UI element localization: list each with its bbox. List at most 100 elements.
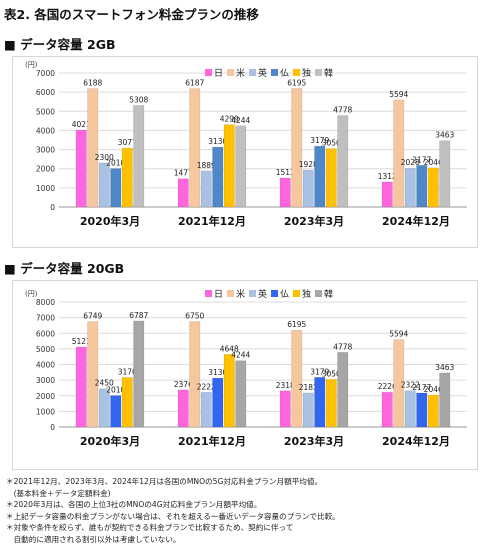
data-label: 5308 [129,95,148,104]
legend-swatch [271,290,278,297]
bar [87,88,99,208]
legend-swatch [227,290,234,297]
bar [302,169,314,208]
bar [75,346,87,428]
data-label: 2010 [106,386,125,395]
bar [427,167,439,208]
chart-2gb: (円) 0 1000 2000 3000 4000 5000 6000 7000 日 米 英 仏 独 韓 40… [12,56,478,248]
y-axis-unit-label: (円) [25,290,38,298]
bar [404,390,416,428]
data-label: 1477 [174,169,193,178]
footnotes: ＊2021年12月、2023年3月、2024年12月は各国のMNOの5G対応料金… [6,476,486,545]
data-label: 6187 [185,79,204,88]
data-label: 4244 [231,351,250,360]
data-label: 2376 [174,380,193,389]
y-tick-label: 6000 [36,329,55,338]
legend-label: 日 [214,289,223,300]
data-label: 3463 [435,363,454,372]
y-tick-label: 1000 [36,407,55,416]
legend-swatch [293,290,300,297]
data-label: 3170 [118,367,137,376]
y-tick-label: 0 [50,423,55,432]
bar [75,129,87,208]
bar [314,145,326,208]
bar [416,392,428,428]
bar [325,148,337,208]
bar [235,125,247,208]
y-tick-label: 1000 [36,184,55,193]
footnote: (基本料金＋データ定額料金) [6,488,111,498]
bar [302,392,314,428]
data-label: 2450 [95,379,114,388]
data-label: 3077 [118,138,137,147]
data-label: 3130 [208,368,227,377]
y-tick-label: 4000 [36,126,55,135]
x-category-label: 2023年3月 [284,214,344,228]
legend-swatch [205,290,212,297]
legend-label: 仏 [280,289,289,300]
legend-swatch [249,69,256,76]
footnote: ＊対象や条件を絞らず、誰もが契約できる料金プランで比較するため、契約に伴って [6,523,294,532]
y-tick-label: 2000 [36,165,55,174]
data-label: 3050 [322,139,341,148]
data-label: 2183 [299,383,318,392]
bar [189,88,201,208]
bar [393,339,405,428]
bar [133,105,145,208]
bar [110,168,122,208]
x-category-label: 2024年12月 [382,214,450,228]
bar [121,147,133,208]
x-category-label: 2021年12月 [178,434,246,448]
chart-2gb-svg: (円) 0 1000 2000 3000 4000 5000 6000 7000 日 米 英 仏 独 韓 40… [25,61,467,228]
y-tick-label: 7000 [36,69,55,78]
data-label: 4778 [333,342,352,351]
bar [325,379,337,428]
data-label: 5594 [389,90,408,99]
bar [235,360,247,428]
data-label: 1312 [378,172,397,181]
data-label: 2318 [276,381,295,390]
bar [177,389,189,428]
data-label: 4299 [220,115,239,124]
bar [439,140,451,208]
footnote: 自動的に適用される割引以外は考慮していない。 [6,534,181,544]
bar [121,377,133,428]
data-label: 6750 [185,312,204,321]
bar [381,391,393,428]
bar [212,146,224,208]
legend-label: 米 [236,288,245,300]
data-label: 1928 [299,160,318,169]
data-label: 2322 [401,381,420,390]
bar [200,170,212,208]
data-label: 2177 [412,155,431,164]
x-category-label: 2023年3月 [284,434,344,448]
data-label: 2177 [412,383,431,392]
y-tick-label: 6000 [36,88,55,97]
bar [98,162,110,208]
bar [133,320,145,428]
legend-swatch [205,69,212,76]
data-label: 3179 [310,367,329,376]
y-tick-label: 8000 [36,298,55,307]
data-label: 5594 [389,330,408,339]
legend-label: 日 [214,68,223,79]
legend-label: 英 [258,288,267,300]
data-label: 3463 [435,131,454,140]
section-title-20gb: ■ データ容量 20GB [4,261,125,276]
bar [416,165,428,208]
data-label: 2222 [197,382,216,391]
bar [393,99,405,208]
legend-swatch [249,290,256,297]
bar [291,88,303,208]
bar [223,124,235,208]
data-label: 3050 [322,369,341,378]
legend-label: 仏 [280,68,289,79]
bar [87,321,99,428]
y-tick-label: 0 [50,203,55,212]
bar [279,390,291,428]
footnote: ＊上記データ容量の料金プランがない場合は、それを超える一番近いデータ容量のプラン… [6,511,340,521]
data-label: 4021 [72,120,91,129]
bar [439,372,451,428]
legend-label: 韓 [324,289,333,300]
data-label: 4244 [231,116,250,125]
